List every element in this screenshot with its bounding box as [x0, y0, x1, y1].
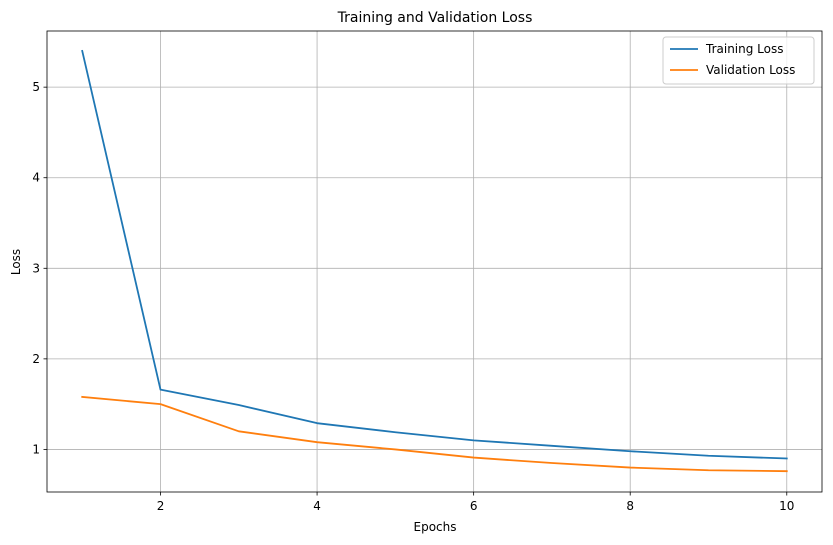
chart-title: Training and Validation Loss	[337, 10, 533, 26]
series-line-training-loss	[81, 49, 788, 460]
legend: Training Loss Validation Loss	[662, 36, 815, 85]
x-tick-label: 8	[626, 499, 634, 513]
x-tick-label: 2	[157, 499, 165, 513]
series-layer	[81, 49, 788, 473]
y-tick-label: 3	[32, 261, 40, 275]
x-tick-label: 10	[779, 499, 794, 513]
x-tick-label: 4	[313, 499, 321, 513]
series-line-validation-loss	[81, 395, 788, 473]
y-axis-label: Loss	[9, 249, 23, 275]
legend-label-validation: Validation Loss	[706, 63, 795, 77]
x-tick-label: 6	[470, 499, 478, 513]
y-tick-label: 2	[32, 352, 40, 366]
y-tick-label: 5	[32, 80, 40, 94]
legend-box	[662, 36, 815, 85]
plot-frame	[46, 30, 823, 493]
legend-label-training: Training Loss	[705, 42, 783, 56]
grid	[47, 31, 822, 492]
y-tick-label: 1	[32, 442, 40, 456]
x-axis-label: Epochs	[414, 520, 457, 534]
y-tick-label: 4	[32, 171, 40, 185]
